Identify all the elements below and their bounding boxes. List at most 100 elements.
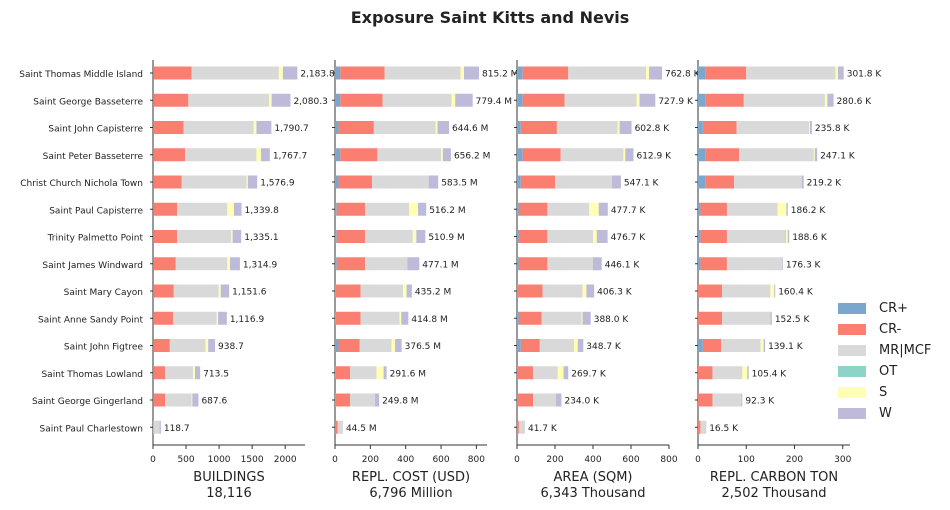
bar-segment-cr- bbox=[335, 121, 339, 134]
bar-segment-cr- bbox=[698, 66, 706, 80]
bar-segment-mr-mcf bbox=[377, 148, 442, 162]
bar-segment-w bbox=[418, 202, 427, 216]
bar-segment-mr-mcf bbox=[721, 339, 761, 352]
x-axis-subtitle: 6,343 Thousand bbox=[541, 486, 646, 501]
bar-segment-s bbox=[399, 311, 402, 325]
category-label: Saint George Gingerland bbox=[32, 397, 143, 407]
bar-segment-cr- bbox=[153, 284, 174, 298]
bar-segment-mr-mcf bbox=[165, 393, 192, 407]
category-label: Saint John Figtree bbox=[64, 343, 144, 353]
bar-total-label: 727.9 K bbox=[658, 97, 694, 107]
x-axis-subtitle: 6,796 Million bbox=[369, 486, 452, 501]
bar-segment-mr-mcf bbox=[533, 366, 558, 380]
bar-segment-cr- bbox=[517, 393, 518, 407]
legend-item: MR|MCF bbox=[838, 340, 931, 361]
bar-total-label: 139.1 K bbox=[768, 342, 804, 352]
x-axis-title: BUILDINGS bbox=[193, 470, 264, 485]
bar-segment-cr- bbox=[517, 121, 521, 134]
bar-total-label: 219.2 K bbox=[807, 179, 843, 189]
bar-segment-w bbox=[814, 148, 818, 162]
bar-total-label: 2,183.8 bbox=[300, 70, 335, 80]
bar-segment-mr-mcf bbox=[191, 66, 279, 80]
bar-segment-cr- bbox=[522, 66, 569, 80]
bar-segment-cr- bbox=[517, 420, 519, 434]
bar-segment-w bbox=[770, 311, 772, 325]
bar-segment-cr- bbox=[518, 230, 548, 243]
bar-segment-mr-mcf bbox=[350, 393, 375, 407]
category-label: Saint Anne Sandy Point bbox=[38, 315, 143, 325]
bar-total-label: 516.2 M bbox=[429, 206, 465, 216]
bar-total-label: 188.6 K bbox=[792, 233, 828, 243]
bar-segment-cr- bbox=[153, 393, 166, 407]
bar-segment-mr-mcf bbox=[181, 175, 247, 189]
x-tick-label: 400 bbox=[584, 455, 601, 465]
bar-segment-w bbox=[442, 148, 451, 162]
bar-total-label: 105.4 K bbox=[752, 369, 788, 379]
bar-segment-cr- bbox=[517, 366, 518, 380]
bar-segment-s bbox=[412, 230, 417, 243]
bar-segment-w bbox=[577, 339, 584, 352]
bar-total-label: 247.1 K bbox=[820, 151, 856, 161]
x-axis-title: REPL. COST (USD) bbox=[352, 470, 470, 485]
bar-segment-w bbox=[586, 284, 595, 298]
bar-segment-mr-mcf bbox=[173, 311, 217, 325]
bar-total-label: 687.6 bbox=[201, 397, 227, 407]
bar-total-label: 235.8 K bbox=[815, 124, 851, 134]
category-label: Saint Thomas Lowland bbox=[41, 370, 143, 380]
bar-segment-cr- bbox=[338, 175, 373, 189]
legend-swatch bbox=[838, 408, 866, 419]
bar-segment-cr- bbox=[335, 366, 336, 380]
x-tick-label: 800 bbox=[660, 455, 677, 465]
bar-segment-w bbox=[192, 393, 199, 407]
bar-segment-cr- bbox=[153, 93, 189, 107]
bar-segment-cr- bbox=[153, 148, 186, 162]
bar-segment-s bbox=[742, 366, 748, 380]
bar-segment-cr- bbox=[700, 230, 727, 243]
bar-segment-cr- bbox=[335, 393, 336, 407]
bar-segment-mr-mcf bbox=[547, 202, 590, 216]
x-tick-label: 100 bbox=[738, 455, 755, 465]
bar-segment-cr- bbox=[153, 66, 192, 80]
category-label: Saint George Basseterre bbox=[33, 97, 143, 107]
bar-segment-cr- bbox=[517, 257, 519, 271]
bar-total-label: 406.3 K bbox=[597, 288, 633, 298]
x-axis-subtitle: 18,116 bbox=[206, 486, 252, 501]
legend-label: CR- bbox=[879, 322, 902, 337]
x-tick-label: 300 bbox=[834, 455, 851, 465]
bar-segment-cr- bbox=[336, 257, 366, 271]
bar-total-label: 779.4 M bbox=[476, 97, 512, 107]
bar-total-label: 1,314.9 bbox=[243, 260, 278, 270]
bar-total-label: 938.7 bbox=[218, 342, 244, 352]
bar-segment-cr- bbox=[336, 202, 366, 216]
bar-segment-mr-mcf bbox=[382, 93, 452, 107]
x-tick-label: 0 bbox=[332, 455, 338, 465]
bar-segment-mr-mcf bbox=[372, 175, 429, 189]
bar-segment-s bbox=[218, 284, 221, 298]
bar-total-label: 176.3 K bbox=[786, 260, 822, 270]
legend-swatch bbox=[838, 345, 866, 356]
bar-segment-cr- bbox=[517, 284, 543, 298]
bar-segment-w bbox=[229, 257, 240, 271]
bar-segment-mr-mcf bbox=[560, 148, 624, 162]
bar-segment-s bbox=[227, 257, 230, 271]
bar-segment-mr-mcf bbox=[533, 393, 556, 407]
bar-segment-w bbox=[271, 93, 291, 107]
bar-segment-s bbox=[231, 230, 233, 243]
panel-3: 0 200 400 600 800 762.8 K 727.9 K 602.8 K 612.9 … bbox=[514, 60, 701, 501]
bar-total-label: 762.8 K bbox=[665, 70, 701, 80]
bar-segment-mr-mcf bbox=[726, 230, 785, 243]
bar-segment-cr- bbox=[153, 366, 166, 380]
bar-segment-w bbox=[555, 393, 562, 407]
panel-4: 0 100 200 300 301.8 K 280.6 K 235.8 K 247.1 K 21… bbox=[695, 60, 882, 501]
bar-segment-cr- bbox=[698, 284, 723, 298]
bar-total-label: 644.6 M bbox=[452, 124, 488, 134]
bar-segment-cr- bbox=[705, 66, 747, 80]
bar-segment-s bbox=[785, 230, 788, 243]
x-axis-subtitle: 2,502 Thousand bbox=[722, 486, 827, 501]
bar-segment-mr-mcf bbox=[722, 311, 771, 325]
bar-total-label: 41.7 K bbox=[528, 424, 558, 434]
bar-segment-s bbox=[376, 366, 384, 380]
bar-segment-mr-mcf bbox=[173, 284, 219, 298]
bar-segment-w bbox=[837, 66, 844, 80]
bar-segment-w bbox=[639, 93, 656, 107]
